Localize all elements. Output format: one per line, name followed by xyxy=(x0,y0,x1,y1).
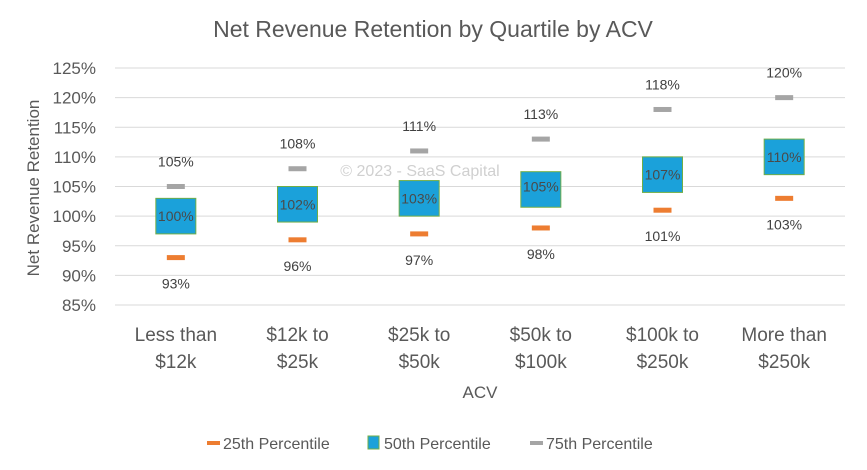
p75-label: 105% xyxy=(158,154,194,170)
legend-swatch xyxy=(367,435,380,450)
median-label: 110% xyxy=(767,149,802,165)
p75-label: 118% xyxy=(645,76,680,92)
p25-label: 96% xyxy=(283,258,311,274)
p25-label: 93% xyxy=(162,276,190,292)
p25-marker xyxy=(166,255,185,261)
y-tick-label: 110% xyxy=(54,148,96,167)
median-label: 107% xyxy=(645,167,681,183)
legend-swatch xyxy=(530,441,543,445)
median-label: 105% xyxy=(523,179,559,195)
median-box xyxy=(398,180,440,217)
p25-marker xyxy=(775,195,794,201)
p75-label: 113% xyxy=(523,106,558,122)
x-tick-label: $100k to $250k xyxy=(626,325,699,373)
watermark: © 2023 - SaaS Capital xyxy=(340,163,499,180)
x-tick-label: Less than $12k xyxy=(135,325,217,373)
y-tick-label: 115% xyxy=(54,118,96,137)
p75-marker xyxy=(653,106,672,112)
p25-marker xyxy=(653,207,672,213)
median-box xyxy=(763,138,805,176)
y-tick-label: 125% xyxy=(53,59,96,78)
p75-label: 108% xyxy=(280,136,316,152)
y-tick-label: 85% xyxy=(62,296,96,315)
y-tick-label: 100% xyxy=(53,207,96,226)
median-box xyxy=(520,171,562,208)
p75-marker xyxy=(775,95,794,101)
p75-marker xyxy=(410,148,429,154)
x-tick-label: $25k to $50k xyxy=(388,325,450,373)
p75-label: 120% xyxy=(766,65,802,81)
y-tick-label: 95% xyxy=(62,237,96,256)
y-tick-label: 120% xyxy=(53,89,96,108)
chart-title: Net Revenue Retention by Quartile by ACV xyxy=(213,16,653,42)
legend-label: 75th Percentile xyxy=(546,436,653,453)
y-tick-label: 90% xyxy=(62,266,96,285)
y-axis-label: Net Revenue Retention xyxy=(24,100,43,277)
p25-marker xyxy=(531,225,550,231)
legend-label: 25th Percentile xyxy=(223,436,330,453)
p75-marker xyxy=(531,136,550,142)
y-axis-ticks: 85% 90% 95% 100% 105% 110% 115% 120% 125% xyxy=(53,59,96,315)
x-tick-label: $50k to $100k xyxy=(510,325,572,373)
gridlines xyxy=(115,67,845,306)
legend: 25th Percentile 50th Percentile 75th Perce… xyxy=(207,435,653,453)
median-label: 102% xyxy=(280,196,316,212)
median-label: 103% xyxy=(401,190,437,206)
x-axis-ticks: Less than $12k $12k to $25k $25k to $50k $50k … xyxy=(135,325,827,373)
p75-label: 111% xyxy=(402,118,436,134)
percentile-markers xyxy=(166,95,794,261)
p25-label: 97% xyxy=(405,252,433,268)
p75-marker xyxy=(288,166,307,172)
median-label: 100% xyxy=(158,208,194,224)
x-axis-label: ACV xyxy=(463,383,499,402)
p25-label: 101% xyxy=(645,228,681,244)
median-box xyxy=(642,156,683,193)
p25-marker xyxy=(410,231,429,237)
x-tick-label: $12k to $25k xyxy=(266,325,328,373)
p75-marker xyxy=(166,184,185,189)
median-box xyxy=(155,197,197,235)
x-tick-label: More than $250k xyxy=(741,325,827,373)
data-labels: 100% 105% 93% 102% 108% 96% 103% 111% 97% 105% 113… xyxy=(158,65,802,292)
legend-swatch xyxy=(207,441,220,445)
legend-label: 50th Percentile xyxy=(384,436,491,453)
p25-marker xyxy=(288,237,307,243)
p25-label: 103% xyxy=(766,216,802,232)
median-boxes xyxy=(155,138,805,235)
median-box xyxy=(277,186,318,223)
y-tick-label: 105% xyxy=(53,178,96,197)
p25-label: 98% xyxy=(527,246,555,262)
